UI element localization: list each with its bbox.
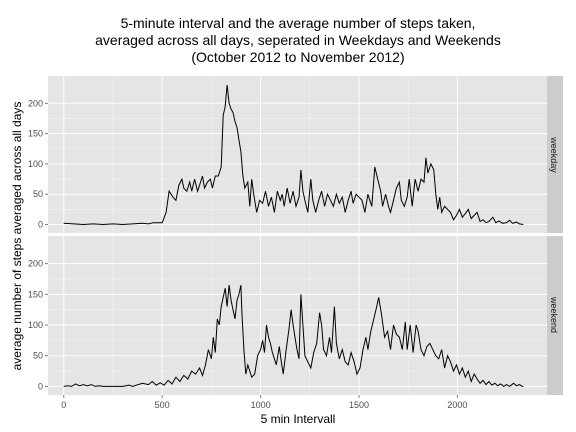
chart-title-line-3: (October 2012 to November 2012) [191, 49, 404, 65]
y-tick-label: 200 [28, 98, 43, 108]
strip-background [547, 76, 563, 233]
y-tick-label: 100 [28, 320, 43, 330]
chart-title-line-2: averaged across all days, seperated in W… [95, 32, 501, 48]
x-axis-ticks: 0 500 1000 1500 2000 [61, 395, 467, 410]
strip-label-weekend: weekend [549, 296, 559, 333]
y-axis-ticks: 0 50 100 150 200 [28, 98, 48, 230]
grid-lines [48, 76, 547, 233]
x-tick-label: 1000 [251, 400, 271, 410]
series-line-weekday [63, 85, 524, 226]
series-line-weekend [63, 284, 524, 388]
y-tick-label: 200 [28, 259, 43, 269]
panel-weekday: weekday 0 50 100 150 200 [28, 76, 563, 233]
panel-background [48, 76, 547, 233]
y-tick-label: 100 [28, 159, 43, 169]
y-axis-ticks: 0 50 100 150 200 [28, 259, 48, 391]
x-axis-title: 5 min Intervall [261, 412, 336, 426]
x-tick-label: 0 [61, 400, 66, 410]
x-tick-label: 500 [155, 400, 170, 410]
y-tick-label: 50 [33, 189, 43, 199]
y-axis-title: average number of steps averaged across … [10, 102, 24, 371]
y-tick-label: 0 [38, 381, 43, 391]
y-tick-label: 150 [28, 129, 43, 139]
y-tick-label: 0 [38, 220, 43, 230]
y-tick-label: 50 [33, 351, 43, 361]
x-tick-label: 2000 [447, 400, 467, 410]
chart-title: 5-minute interval and the average number… [95, 15, 501, 65]
strip-label-weekday: weekday [549, 136, 559, 173]
panel-weekend: weekend 0 50 100 150 200 [28, 236, 563, 395]
strip-background [547, 236, 563, 395]
x-tick-label: 1500 [349, 400, 369, 410]
chart-title-line-1: 5-minute interval and the average number… [121, 15, 476, 31]
y-tick-label: 150 [28, 289, 43, 299]
panel-background [48, 236, 547, 395]
